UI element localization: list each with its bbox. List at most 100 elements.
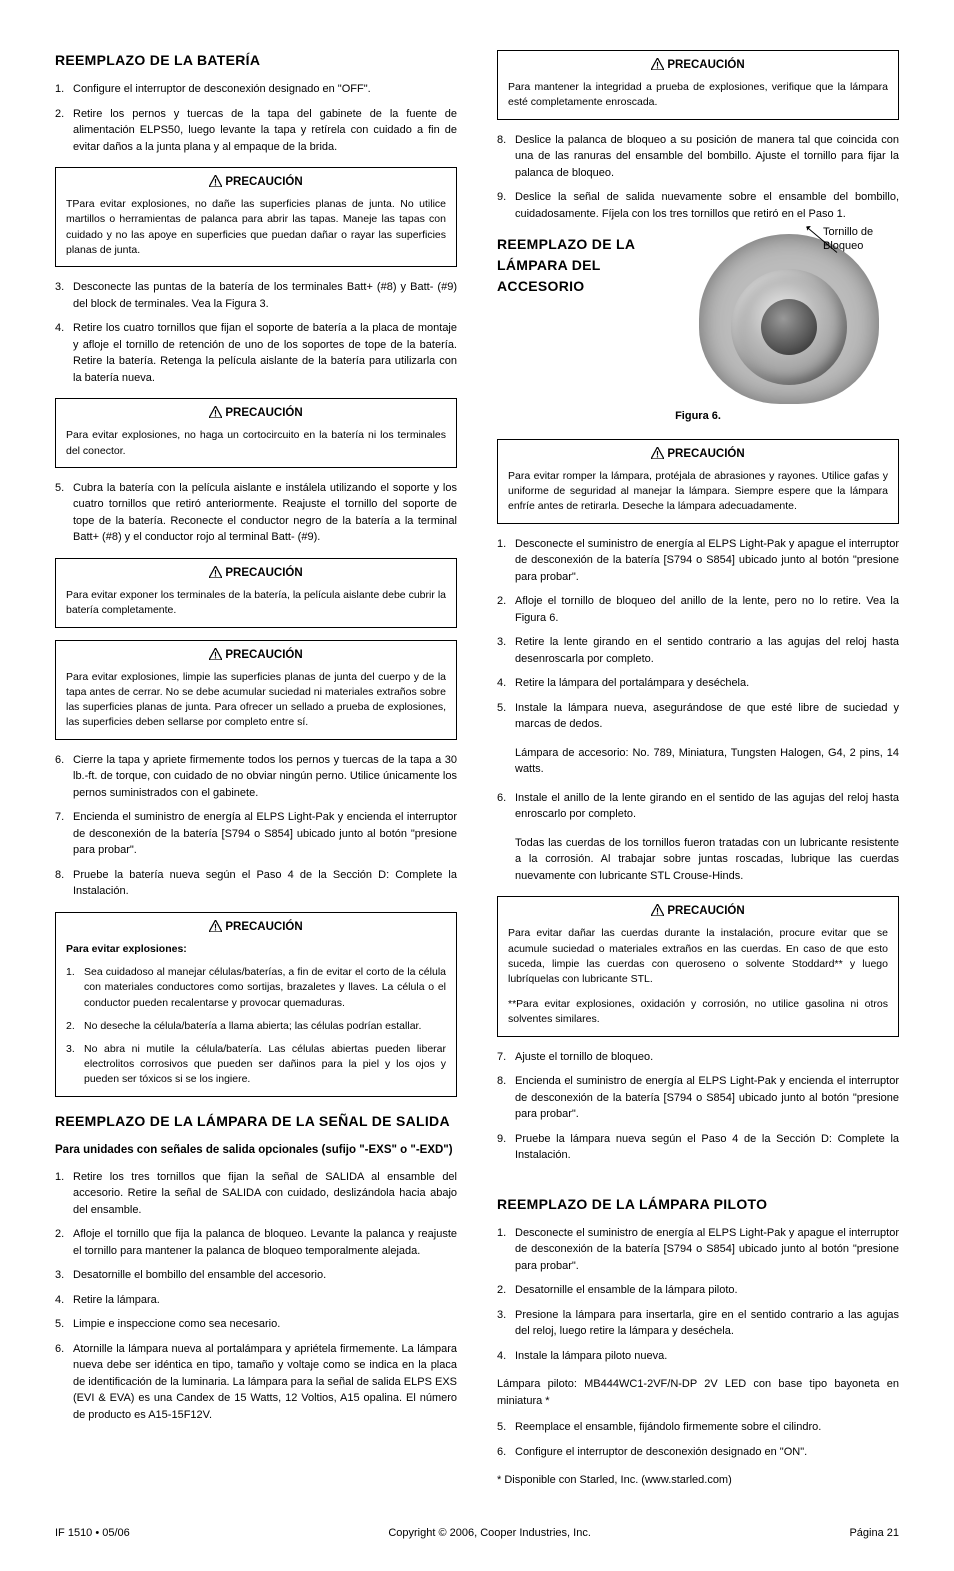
pilot-spec: Lámpara piloto: MB444WC1-2VF/N-DP 2V LED… [497,1376,899,1409]
list-item-text: Retire la lámpara del portalámpara y des… [515,675,899,692]
list-item-text: Retire la lente girando en el sentido co… [515,634,899,667]
list-item: 8.Encienda el suministro de energía al E… [497,1073,899,1123]
list-item-number: 4. [55,1292,73,1309]
list-item-number: 1. [497,536,515,586]
exit-lamp-steps: 1.Retire los tres tornillos que fijan la… [55,1169,457,1424]
battery-steps-c: 5.Cubra la batería con la película aisla… [55,480,457,546]
list-item-text: Presione la lámpara para insertarla, gir… [515,1307,899,1340]
list-item-text: Desconecte las puntas de la batería de l… [73,279,457,312]
svg-text:!: ! [656,61,659,71]
caution-box-5: !PRECAUCIÓN Para evitar explosiones: 1.S… [55,912,457,1097]
caution-box-4: !PRECAUCIÓN Para evitar explosiones, lim… [55,640,457,740]
svg-text:!: ! [214,922,217,932]
list-item-text: Cubra la batería con la película aislant… [73,480,457,546]
figure-6-caption: Figura 6. [497,408,899,425]
section-battery-title: REEMPLAZO DE LA BATERÍA [55,50,457,71]
list-item: 5.Limpie e inspeccione como sea necesari… [55,1316,457,1333]
list-item: 5.Instale la lámpara nueva, asegurándose… [497,700,899,733]
list-item: 4.Retire la lámpara del portalámpara y d… [497,675,899,692]
list-item-number: 8. [497,1073,515,1123]
list-item: 5.Cubra la batería con la película aisla… [55,480,457,546]
left-column: REEMPLAZO DE LA BATERÍA 1.Configure el i… [55,50,457,1489]
warning-icon: ! [209,175,222,193]
battery-steps-d: 6.Cierre la tapa y apriete firmemente to… [55,752,457,900]
list-item: 2.Desatornille el ensamble de la lámpara… [497,1282,899,1299]
battery-steps-a: 1.Configure el interruptor de desconexió… [55,81,457,155]
list-item-number: 1. [55,1169,73,1219]
lamp-spec: Lámpara de accesorio: No. 789, Miniatura… [497,745,899,778]
list-item: 4.Retire la lámpara. [55,1292,457,1309]
list-item-text: Retire los cuatro tornillos que fijan el… [73,320,457,386]
caution-box-3: !PRECAUCIÓN Para evitar exponer los term… [55,558,457,628]
list-item-text: Configure el interruptor de desconexión … [515,1444,899,1461]
list-item-number: 8. [497,132,515,182]
list-item-text: Cierre la tapa y apriete firmemente todo… [73,752,457,802]
list-item-text: Reemplace el ensamble, fijándolo firmeme… [515,1419,899,1436]
right-column: !PRECAUCIÓN Para mantener la integridad … [497,50,899,1489]
list-item-number: 6. [497,1444,515,1461]
list-item-number: 2. [497,1282,515,1299]
list-item: 1.Desconecte el suministro de energía al… [497,1225,899,1275]
list-item-text: Deslice la palanca de bloqueo a su posic… [515,132,899,182]
caution5-intro: Para evitar explosiones: [66,942,446,957]
list-item-text: Deslice la señal de salida nuevamente so… [515,189,899,222]
warning-icon: ! [209,566,222,584]
list-item-number: 2. [497,593,515,626]
svg-text:!: ! [656,907,659,917]
list-item: 3.Desatornille el bombillo del ensamble … [55,1267,457,1284]
fixture-steps-c: 7.Ajuste el tornillo de bloqueo.8.Encien… [497,1049,899,1164]
list-item-number: 6. [55,1341,73,1424]
list-item-text: No deseche la célula/batería a llama abi… [84,1019,446,1034]
list-item-text: Desatornille el bombillo del ensamble de… [73,1267,457,1284]
list-item-number: 4. [497,675,515,692]
list-item-text: Configure el interruptor de desconexión … [73,81,457,98]
caution-box-r3: !PRECAUCIÓN Para evitar dañar las cuerda… [497,896,899,1037]
list-item: 5.Reemplace el ensamble, fijándolo firme… [497,1419,899,1436]
caution-header: !PRECAUCIÓN [66,174,446,193]
warning-icon: ! [651,58,664,76]
caution-box-r2: !PRECAUCIÓN Para evitar romper la lámpar… [497,439,899,524]
footer-left: IF 1510 • 05/06 [55,1525,130,1542]
list-item: 9.Deslice la señal de salida nuevamente … [497,189,899,222]
list-item-number: 7. [55,809,73,859]
list-item-text: Retire los pernos y tuercas de la tapa d… [73,106,457,156]
list-item-text: Encienda el suministro de energía al ELP… [515,1073,899,1123]
figure-6-image [699,234,879,404]
list-item-number: 1. [497,1225,515,1275]
warning-icon: ! [209,406,222,424]
list-item-text: Sea cuidadoso al manejar células/batería… [84,965,446,1011]
list-item: 8.Pruebe la batería nueva según el Paso … [55,867,457,900]
list-item: 3.Desconecte las puntas de la batería de… [55,279,457,312]
list-item-text: Instale el anillo de la lente girando en… [515,790,899,823]
list-item-text: Afloje el tornillo de bloqueo del anillo… [515,593,899,626]
caution5-list: 1.Sea cuidadoso al manejar células/bater… [66,965,446,1088]
caution-r3-p1: Para evitar dañar las cuerdas durante la… [508,926,888,987]
svg-text:!: ! [214,178,217,188]
list-item: 3.Presione la lámpara para insertarla, g… [497,1307,899,1340]
list-item: 1.Sea cuidadoso al manejar células/bater… [66,965,446,1011]
list-item-text: Atornille la lámpara nueva al portalámpa… [73,1341,457,1424]
list-item-number: 4. [55,320,73,386]
list-item-number: 8. [55,867,73,900]
list-item: 2.No deseche la célula/batería a llama a… [66,1019,446,1034]
section-exit-lamp-sub: Para unidades con señales de salida opci… [55,1142,457,1159]
list-item-text: Instale la lámpara piloto nueva. [515,1348,899,1365]
list-item-number: 1. [66,965,84,1011]
list-item-number: 5. [55,480,73,546]
list-item-number: 1. [55,81,73,98]
list-item-number: 6. [55,752,73,802]
list-item: 3.Retire la lente girando en el sentido … [497,634,899,667]
list-item-text: Retire la lámpara. [73,1292,457,1309]
figure-6-block: REEMPLAZO DE LA LÁMPARA DEL ACCESORIO To… [497,234,899,425]
caution-box-r1: !PRECAUCIÓN Para mantener la integridad … [497,50,899,120]
list-item-text: Pruebe la lámpara nueva según el Paso 4 … [515,1131,899,1164]
list-item-number: 3. [66,1042,84,1088]
list-item-text: Desconecte el suministro de energía al E… [515,1225,899,1275]
svg-text:!: ! [214,409,217,419]
list-item: 2.Retire los pernos y tuercas de la tapa… [55,106,457,156]
list-item-number: 3. [497,1307,515,1340]
warning-icon: ! [209,648,222,666]
warning-icon: ! [651,447,664,465]
list-item: 1.Retire los tres tornillos que fijan la… [55,1169,457,1219]
list-item: 6.Cierre la tapa y apriete firmemente to… [55,752,457,802]
